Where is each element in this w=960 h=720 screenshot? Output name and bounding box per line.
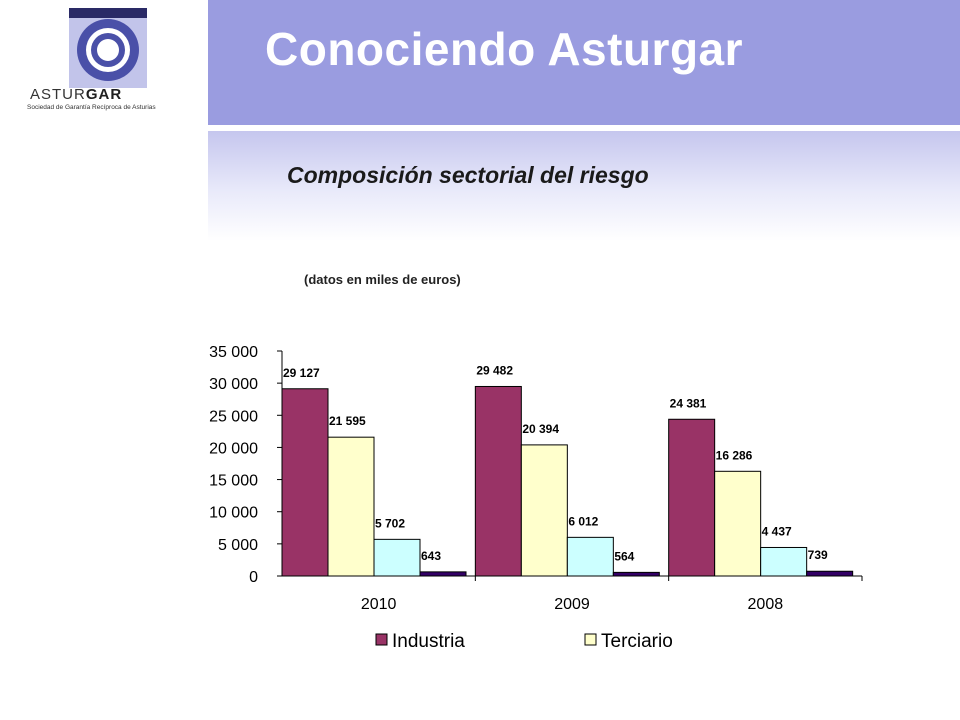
data-label: 643 (421, 549, 441, 563)
x-tick-label: 2008 (748, 596, 784, 613)
bar-series3-2008 (760, 546, 808, 577)
x-tick-label: 2010 (361, 596, 397, 613)
bar-series3-2009 (566, 536, 614, 577)
bar-terciario-2010 (327, 436, 375, 577)
y-tick-label: 5 000 (218, 537, 258, 554)
bar-terciario-2009 (520, 444, 568, 577)
legend-label-terciario: Terciario (601, 631, 673, 652)
subtitle-band: Composición sectorial del riesgo (208, 131, 960, 241)
data-label: 564 (614, 549, 634, 563)
units-note: (datos en miles de euros) (304, 272, 461, 287)
y-tick-label: 0 (249, 569, 258, 586)
y-tick-label: 30 000 (209, 376, 258, 393)
logo: ASTURGAR Sociedad de Garantía Recíproca … (0, 0, 208, 125)
bar-terciario-2008 (714, 470, 762, 577)
y-tick-label: 10 000 (209, 505, 258, 522)
logo-name: ASTURGAR (30, 86, 123, 103)
title-band: Conociendo Asturgar (208, 0, 960, 125)
bar-industria-2010 (281, 388, 329, 577)
y-tick-label: 20 000 (209, 440, 258, 457)
x-tick-label: 2009 (554, 596, 590, 613)
bar-series4-2008 (806, 570, 854, 577)
y-tick-label: 25 000 (209, 408, 258, 425)
data-label: 5 702 (375, 516, 405, 530)
data-label: 21 595 (329, 414, 366, 428)
bar-series4-2009 (612, 571, 660, 577)
data-label: 24 381 (670, 396, 707, 410)
data-label: 20 394 (522, 422, 559, 436)
bar-series3-2010 (373, 538, 421, 577)
bar-industria-2009 (474, 385, 522, 577)
asturgar-logo-icon (69, 8, 147, 88)
legend-swatch-industria (375, 633, 388, 646)
legend-swatch-terciario (584, 633, 597, 646)
data-label: 16 286 (716, 448, 753, 462)
data-label: 6 012 (568, 514, 598, 528)
data-label: 29 127 (283, 366, 320, 380)
y-tick-label: 15 000 (209, 473, 258, 490)
data-label: 4 437 (762, 524, 792, 538)
page-subtitle: Composición sectorial del riesgo (287, 162, 649, 188)
data-label: 29 482 (476, 363, 513, 377)
logo-tagline: Sociedad de Garantía Recíproca de Asturi… (27, 104, 156, 111)
page-title: Conociendo Asturgar (265, 23, 744, 75)
bar-industria-2008 (668, 418, 716, 577)
bar-series4-2010 (419, 571, 467, 577)
data-label: 739 (808, 548, 828, 562)
y-tick-label: 35 000 (209, 344, 258, 361)
legend-label-industria: Industria (392, 631, 465, 652)
